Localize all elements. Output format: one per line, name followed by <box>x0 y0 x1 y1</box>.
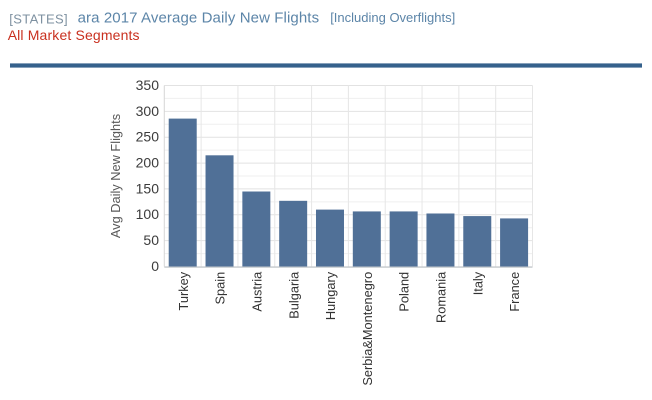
svg-text:Romania: Romania <box>434 271 449 323</box>
svg-text:Spain: Spain <box>213 272 228 305</box>
svg-text:Hungary: Hungary <box>323 271 338 320</box>
svg-text:250: 250 <box>136 129 160 145</box>
svg-text:50: 50 <box>143 232 159 248</box>
svg-text:Poland: Poland <box>397 272 412 312</box>
svg-text:ara 2017 Average Daily New Fli: ara 2017 Average Daily New Flights <box>78 10 320 27</box>
svg-text:[Including Overflights]: [Including Overflights] <box>330 10 455 25</box>
svg-text:300: 300 <box>136 103 160 119</box>
svg-text:Serbia&Montenegro: Serbia&Montenegro <box>360 272 375 386</box>
svg-text:All Market Segments: All Market Segments <box>8 27 140 43</box>
svg-text:France: France <box>507 272 522 312</box>
svg-text:Turkey: Turkey <box>176 271 191 310</box>
svg-text:Bulgaria: Bulgaria <box>286 271 301 319</box>
svg-text:Italy: Italy <box>470 271 485 295</box>
svg-text:[STATES]: [STATES] <box>9 11 68 26</box>
svg-text:Avg Daily New Flights: Avg Daily New Flights <box>108 114 123 238</box>
svg-text:350: 350 <box>136 77 160 93</box>
svg-text:0: 0 <box>151 258 159 274</box>
svg-text:100: 100 <box>136 206 160 222</box>
svg-text:Austria: Austria <box>249 271 264 312</box>
svg-text:200: 200 <box>136 154 160 170</box>
svg-text:150: 150 <box>136 180 160 196</box>
